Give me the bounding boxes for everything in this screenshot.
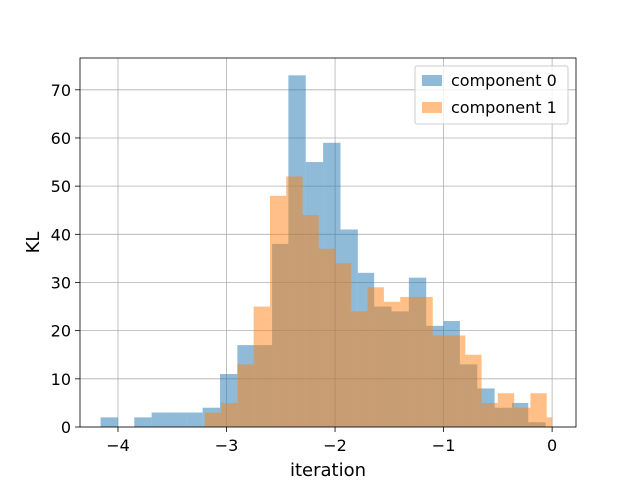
legend-box — [414, 65, 569, 125]
histogram-bar — [221, 402, 238, 427]
legend-swatch-component-1 — [422, 102, 442, 113]
y-tick-label: 20 — [51, 322, 71, 341]
histogram-bar — [465, 354, 482, 427]
series-component-1 — [204, 176, 553, 427]
histogram-bar — [481, 402, 498, 427]
x-tick-label: −4 — [106, 436, 130, 455]
histogram-bar — [449, 335, 466, 427]
histogram-bar — [546, 417, 553, 427]
histogram-bar — [151, 412, 169, 427]
x-tick-label: −2 — [323, 436, 347, 455]
legend-swatch-component-0 — [422, 75, 442, 86]
histogram-bar — [204, 412, 222, 427]
plot-frame — [79, 57, 577, 428]
x-tick-label: −3 — [215, 436, 239, 455]
histogram-bar — [186, 412, 203, 427]
y-tick-label: 40 — [51, 225, 71, 244]
histogram-bar — [400, 296, 417, 427]
histogram-bar — [237, 364, 254, 427]
legend-label-component-1: component 1 — [451, 98, 557, 117]
histogram-bar — [351, 311, 368, 427]
x-tick-label: −1 — [432, 436, 456, 455]
histogram-bar — [530, 393, 547, 427]
histogram-bar — [168, 412, 187, 427]
legend-label-component-0: component 0 — [451, 71, 557, 90]
ticks: −4 −3 −2 −1 0 0 10 20 30 40 50 60 70 — [51, 81, 558, 455]
y-tick-label: 50 — [51, 177, 71, 196]
y-tick-label: 70 — [51, 81, 71, 100]
x-tick-label: 0 — [547, 436, 557, 455]
histogram-bar — [318, 248, 336, 427]
histogram-bar — [286, 176, 303, 427]
legend: component 0 component 1 — [414, 65, 569, 125]
histogram-bar — [100, 417, 118, 427]
y-axis-label: KL — [23, 232, 44, 254]
y-tick-label: 10 — [51, 370, 71, 389]
histogram-bar — [335, 263, 352, 427]
bars — [100, 75, 553, 427]
histogram-bar — [383, 301, 401, 427]
histogram-bar — [269, 195, 287, 427]
histogram-bar — [416, 296, 433, 427]
y-tick-label: 60 — [51, 129, 71, 148]
x-axis-label: iteration — [290, 460, 366, 480]
histogram-bar — [367, 287, 384, 427]
histogram-bar — [302, 215, 319, 427]
histogram-bar — [432, 335, 450, 427]
histogram-bar — [134, 417, 152, 427]
y-tick-label: 30 — [51, 273, 71, 292]
y-tick-label: 0 — [61, 418, 71, 437]
histogram-bar — [497, 393, 515, 427]
histogram-bar — [514, 407, 531, 427]
histogram-bar — [253, 306, 270, 427]
